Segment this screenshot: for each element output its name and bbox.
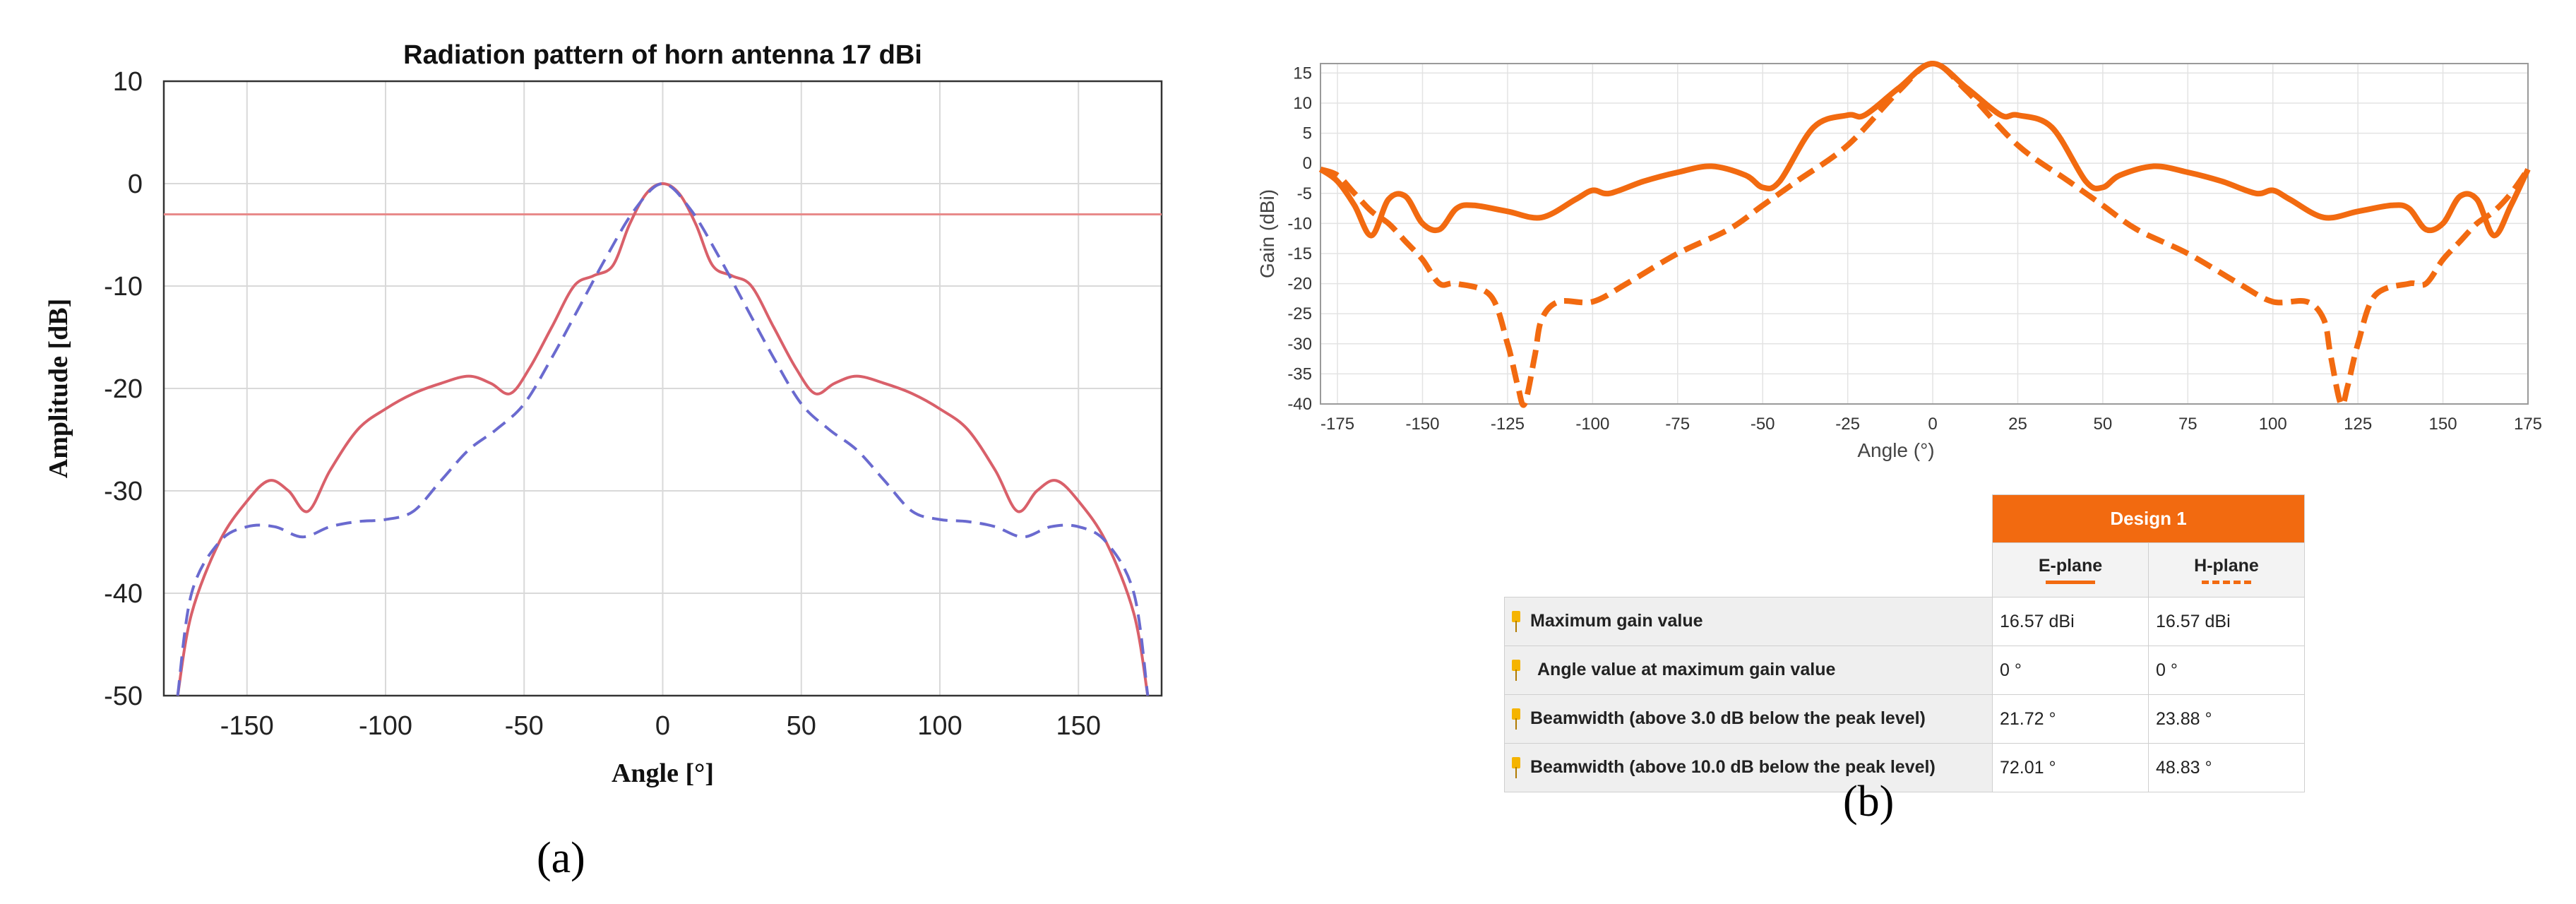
x-tick-label-b: -125 <box>1491 415 1525 434</box>
table-row: Angle value at maximum gain value 0 ° 0 … <box>1504 646 2305 695</box>
table-row-label: Beamwidth (above 10.0 dB below the peak … <box>1504 743 1993 792</box>
caption-a: (a) <box>537 834 585 882</box>
table-cell-h: 48.83 ° <box>2148 743 2305 792</box>
table-design-header: Design 1 <box>1992 494 2305 543</box>
e-plane-header-label: E-plane <box>2038 556 2103 576</box>
table-corner <box>1505 543 1993 597</box>
y-tick-label-b: 0 <box>1303 154 1312 173</box>
x-tick-label-b: -100 <box>1575 415 1609 434</box>
y-tick-label-b: -20 <box>1287 275 1312 294</box>
chart-panel-a: -150 -100 -50 0 50 100 150 10 0 -10 -20 -30 -40 -50 Ra… <box>0 0 1229 900</box>
table-row: Maximum gain value 16.57 dBi 16.57 dBi <box>1504 597 2305 646</box>
x-tick-label-b: -50 <box>1751 415 1775 434</box>
x-tick-label-b: 75 <box>2178 415 2198 434</box>
pin-icon <box>1512 660 1520 682</box>
table-cell-e: 16.57 dBi <box>1992 597 2149 646</box>
x-tick-label-b: 150 <box>2429 415 2457 434</box>
pin-icon <box>1512 757 1520 779</box>
chart-a-svg: -150 -100 -50 0 50 100 150100-10-20-30-40-50Ra… <box>44 40 1163 788</box>
y-tick-label-a: -10 <box>104 272 143 302</box>
table-cell-e: 21.72 ° <box>1992 694 2149 744</box>
series-line-h-plane <box>1319 61 2531 408</box>
table-row-label: Maximum gain value <box>1504 597 1993 646</box>
y-tick-label-b: 10 <box>1293 94 1312 113</box>
x-axis-label-a: Angle [°] <box>612 759 714 788</box>
e-plane-legend-swatch <box>2046 581 2095 584</box>
chart-panel-b: -175 -150 -125 -100 -75 -50 -25 0 25 50 75 100 125 15… <box>1243 0 2576 900</box>
table-row-label: Angle value at maximum gain value <box>1504 646 1993 695</box>
table-cell-e: 72.01 ° <box>1992 743 2149 792</box>
table-cell-h: 0 ° <box>2148 646 2305 695</box>
y-tick-label-b: -25 <box>1287 304 1312 323</box>
y-tick-label-a: -50 <box>104 682 143 711</box>
table-row: Beamwidth (above 3.0 dB below the peak l… <box>1504 694 2305 744</box>
y-tick-label-a: 10 <box>113 67 143 97</box>
series-line-e-plane <box>1318 61 2531 239</box>
y-tick-label-a: -30 <box>104 477 143 506</box>
y-tick-label-a: -40 <box>104 579 143 609</box>
y-tick-label-b: -35 <box>1287 364 1312 383</box>
x-tick-label-b: 175 <box>2514 415 2542 434</box>
y-tick-label-b: -5 <box>1297 184 1312 203</box>
row-label-text: Beamwidth (above 10.0 dB below the peak … <box>1530 756 1936 777</box>
h-plane-legend-swatch <box>2202 581 2251 584</box>
plot-frame-a <box>162 80 1163 697</box>
table-col-e-plane: E-plane <box>1992 542 2149 597</box>
x-tick-label-b: 100 <box>2259 415 2287 434</box>
x-tick-label-b: 0 <box>1928 415 1937 434</box>
table-cell-e: 0 ° <box>1992 646 2149 695</box>
y-tick-label-b: -10 <box>1287 214 1312 233</box>
x-tick-label-a: -150 <box>220 711 274 741</box>
x-tick-label-b: -75 <box>1665 415 1690 434</box>
y-tick-label-b: 5 <box>1303 124 1312 143</box>
x-tick-label-b: -150 <box>1405 415 1439 434</box>
x-tick-label-a: -50 <box>505 711 544 741</box>
x-tick-label-b: 25 <box>2008 415 2027 434</box>
x-tick-label-a: 50 <box>787 711 816 741</box>
x-tick-label-a: 100 <box>917 711 962 741</box>
table-row-label: Beamwidth (above 3.0 dB below the peak l… <box>1504 694 1993 744</box>
x-tick-label-a: 150 <box>1056 711 1101 741</box>
y-tick-label-a: -20 <box>104 374 143 404</box>
x-tick-label-b: 125 <box>2344 415 2372 434</box>
y-tick-label-b: -30 <box>1287 335 1312 354</box>
y-tick-label-a: 0 <box>128 170 143 199</box>
y-tick-label-b: -15 <box>1287 244 1312 263</box>
series-line-a-dashed <box>176 182 1150 696</box>
pin-icon <box>1512 708 1520 730</box>
caption-b: (b) <box>1843 778 1895 826</box>
x-axis-label-b: Angle (°) <box>1857 439 1934 461</box>
y-axis-label-a: Amplitude [dB] <box>44 299 73 478</box>
row-label-text: Angle value at maximum gain value <box>1537 659 1836 679</box>
series-line-a-solid <box>176 182 1150 696</box>
h-plane-header-label: H-plane <box>2194 556 2259 576</box>
table-col-h-plane: H-plane <box>2148 542 2305 597</box>
plot-area-b <box>1320 64 2528 404</box>
x-tick-label-b: 50 <box>2094 415 2113 434</box>
table-row: Beamwidth (above 10.0 dB below the peak … <box>1504 743 2305 792</box>
y-tick-label-b: -40 <box>1287 395 1312 414</box>
chart-title-a: Radiation pattern of horn antenna 17 dBi <box>403 40 922 70</box>
x-tick-label-a: 0 <box>655 711 670 741</box>
y-axis-label-b: Gain (dBi) <box>1256 189 1278 278</box>
row-label-text: Maximum gain value <box>1530 610 1703 631</box>
row-label-text: Beamwidth (above 3.0 dB below the peak l… <box>1530 708 1926 728</box>
y-tick-label-b: 15 <box>1293 64 1312 83</box>
x-tick-label-b: -25 <box>1835 415 1860 434</box>
pin-icon <box>1512 611 1520 633</box>
x-tick-label-a: -100 <box>359 711 412 741</box>
gain-summary-table: Design 1 E-plane H-plane Maximum gain va… <box>1504 494 2305 792</box>
table-cell-h: 16.57 dBi <box>2148 597 2305 646</box>
chart-b-svg: -175 -150 -125 -100 -75 -50 -25 0 25 50 75 100 125 15… <box>1256 61 2542 461</box>
x-tick-label-b: -175 <box>1320 415 1354 434</box>
table-corner <box>1505 495 1993 543</box>
table-cell-h: 23.88 ° <box>2148 694 2305 744</box>
